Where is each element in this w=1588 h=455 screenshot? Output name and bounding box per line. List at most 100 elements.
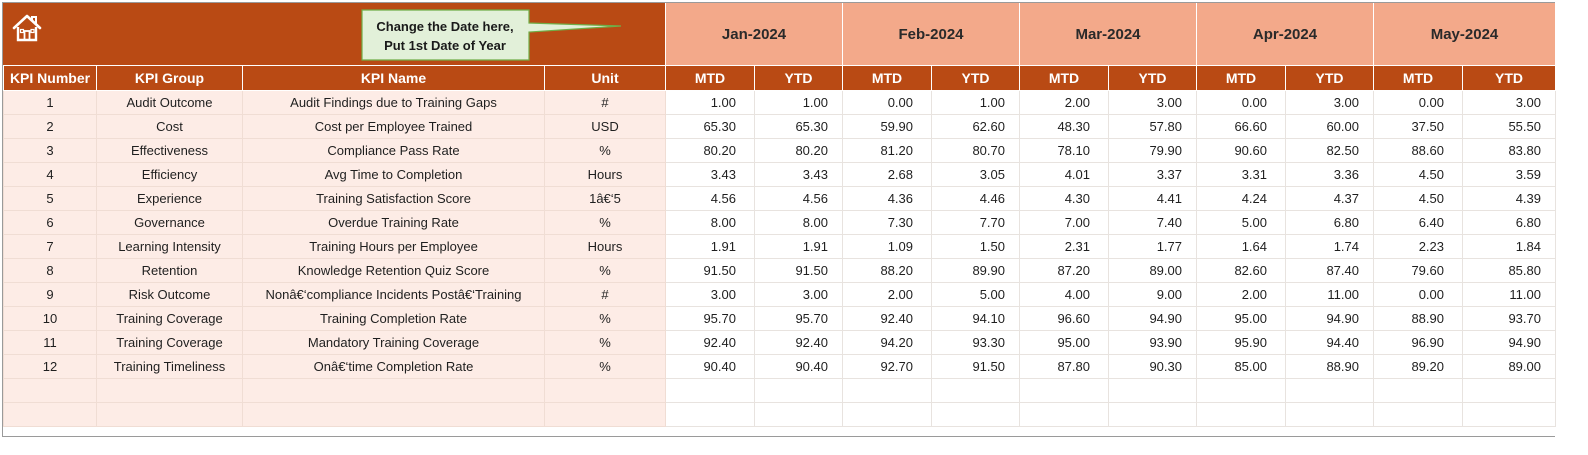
ytd-value-cell[interactable]: 3.00 [1108,90,1197,115]
kpi-number-cell[interactable]: 6 [3,210,97,235]
ytd-value-cell[interactable]: 4.37 [1285,186,1374,211]
kpi-group-cell[interactable]: Learning Intensity [96,234,243,259]
kpi-name-cell[interactable]: Compliance Pass Rate [242,138,545,163]
ytd-value-cell[interactable] [1462,402,1556,427]
mtd-value-cell[interactable]: 95.00 [1019,330,1109,355]
ytd-value-cell[interactable]: 4.41 [1108,186,1197,211]
kpi-number-cell[interactable]: 9 [3,282,97,307]
ytd-value-cell[interactable]: 1.00 [931,90,1020,115]
kpi-number-cell[interactable]: 5 [3,186,97,211]
ytd-value-cell[interactable]: 5.00 [931,282,1020,307]
kpi-group-cell[interactable]: Risk Outcome [96,282,243,307]
mtd-value-cell[interactable]: 1.91 [665,234,755,259]
ytd-value-cell[interactable] [931,402,1020,427]
mtd-value-cell[interactable]: 92.70 [842,354,932,379]
kpi-group-cell[interactable] [96,378,243,403]
mtd-value-cell[interactable] [1019,402,1109,427]
ytd-value-cell[interactable]: 79.90 [1108,138,1197,163]
kpi-name-cell[interactable] [242,402,545,427]
kpi-name-cell[interactable]: Training Hours per Employee [242,234,545,259]
ytd-value-cell[interactable]: 4.46 [931,186,1020,211]
kpi-number-cell[interactable]: 7 [3,234,97,259]
ytd-value-cell[interactable]: 4.39 [1462,186,1556,211]
mtd-value-cell[interactable]: 3.43 [665,162,755,187]
mtd-value-cell[interactable] [842,402,932,427]
ytd-value-cell[interactable]: 57.80 [1108,114,1197,139]
mtd-value-cell[interactable]: 65.30 [665,114,755,139]
ytd-value-cell[interactable]: 11.00 [1285,282,1374,307]
ytd-value-cell[interactable]: 90.40 [754,354,843,379]
ytd-value-cell[interactable]: 93.30 [931,330,1020,355]
mtd-value-cell[interactable]: 2.68 [842,162,932,187]
ytd-value-cell[interactable]: 94.90 [1462,330,1556,355]
ytd-value-cell[interactable]: 7.70 [931,210,1020,235]
unit-cell[interactable]: % [544,306,666,331]
mtd-value-cell[interactable] [1373,378,1463,403]
mtd-value-cell[interactable]: 2.00 [1196,282,1286,307]
unit-cell[interactable]: % [544,138,666,163]
ytd-value-cell[interactable]: 80.20 [754,138,843,163]
mtd-value-cell[interactable]: 79.60 [1373,258,1463,283]
kpi-name-cell[interactable]: Nonâ€‘compliance Incidents Postâ€‘Traini… [242,282,545,307]
kpi-name-cell[interactable]: Knowledge Retention Quiz Score [242,258,545,283]
ytd-value-cell[interactable]: 60.00 [1285,114,1374,139]
kpi-group-cell[interactable]: Effectiveness [96,138,243,163]
ytd-value-cell[interactable] [1462,378,1556,403]
kpi-number-cell[interactable]: 3 [3,138,97,163]
mtd-value-cell[interactable]: 59.90 [842,114,932,139]
mtd-value-cell[interactable]: 87.80 [1019,354,1109,379]
kpi-name-cell[interactable]: Training Completion Rate [242,306,545,331]
kpi-number-cell[interactable]: 2 [3,114,97,139]
mtd-value-cell[interactable]: 5.00 [1196,210,1286,235]
unit-cell[interactable]: % [544,258,666,283]
kpi-group-cell[interactable]: Audit Outcome [96,90,243,115]
mtd-value-cell[interactable]: 88.20 [842,258,932,283]
mtd-value-cell[interactable]: 88.90 [1373,306,1463,331]
mtd-value-cell[interactable]: 85.00 [1196,354,1286,379]
ytd-value-cell[interactable]: 1.77 [1108,234,1197,259]
mtd-value-cell[interactable]: 92.40 [842,306,932,331]
ytd-value-cell[interactable]: 93.90 [1108,330,1197,355]
kpi-number-cell[interactable]: 10 [3,306,97,331]
ytd-value-cell[interactable]: 62.60 [931,114,1020,139]
ytd-value-cell[interactable]: 55.50 [1462,114,1556,139]
ytd-value-cell[interactable]: 87.40 [1285,258,1374,283]
kpi-group-cell[interactable]: Training Timeliness [96,354,243,379]
mtd-value-cell[interactable]: 78.10 [1019,138,1109,163]
ytd-value-cell[interactable]: 85.80 [1462,258,1556,283]
ytd-value-cell[interactable]: 3.05 [931,162,1020,187]
kpi-number-cell[interactable]: 8 [3,258,97,283]
home-button[interactable] [12,13,42,43]
mtd-value-cell[interactable]: 4.36 [842,186,932,211]
mtd-value-cell[interactable]: 0.00 [1373,90,1463,115]
ytd-value-cell[interactable]: 94.90 [1108,306,1197,331]
kpi-name-cell[interactable]: Overdue Training Rate [242,210,545,235]
mtd-value-cell[interactable]: 96.90 [1373,330,1463,355]
ytd-value-cell[interactable]: 92.40 [754,330,843,355]
ytd-value-cell[interactable] [1285,378,1374,403]
mtd-value-cell[interactable]: 90.60 [1196,138,1286,163]
ytd-value-cell[interactable]: 6.80 [1285,210,1374,235]
mtd-value-cell[interactable]: 48.30 [1019,114,1109,139]
ytd-value-cell[interactable]: 90.30 [1108,354,1197,379]
kpi-group-cell[interactable]: Training Coverage [96,306,243,331]
mtd-value-cell[interactable]: 4.01 [1019,162,1109,187]
unit-cell[interactable]: # [544,282,666,307]
ytd-value-cell[interactable]: 3.59 [1462,162,1556,187]
unit-cell[interactable]: % [544,210,666,235]
mtd-value-cell[interactable]: 87.20 [1019,258,1109,283]
mtd-value-cell[interactable] [665,378,755,403]
ytd-value-cell[interactable]: 1.50 [931,234,1020,259]
mtd-value-cell[interactable]: 4.50 [1373,186,1463,211]
ytd-value-cell[interactable] [754,378,843,403]
ytd-value-cell[interactable]: 93.70 [1462,306,1556,331]
kpi-name-cell[interactable]: Onâ€‘time Completion Rate [242,354,545,379]
mtd-value-cell[interactable]: 1.64 [1196,234,1286,259]
ytd-value-cell[interactable]: 1.91 [754,234,843,259]
kpi-number-cell[interactable]: 4 [3,162,97,187]
kpi-number-cell[interactable] [3,378,97,403]
kpi-group-cell[interactable]: Governance [96,210,243,235]
ytd-value-cell[interactable]: 6.80 [1462,210,1556,235]
ytd-value-cell[interactable]: 3.00 [754,282,843,307]
mtd-value-cell[interactable]: 0.00 [842,90,932,115]
